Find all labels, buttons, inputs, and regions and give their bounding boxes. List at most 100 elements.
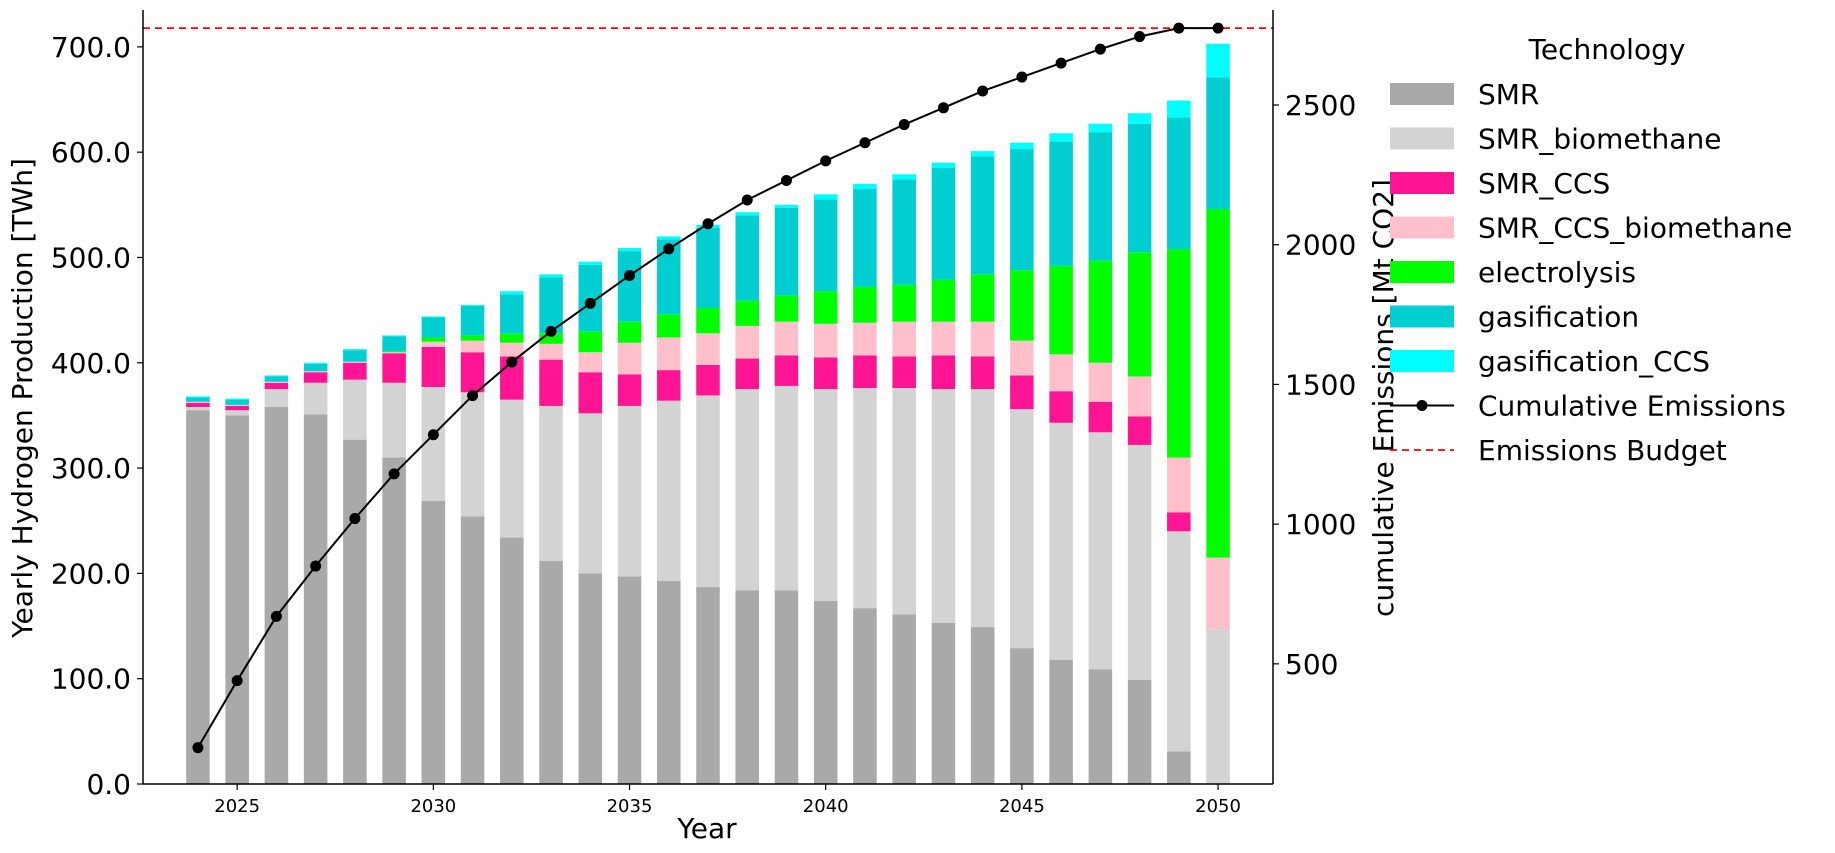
bar-gasification-ccs-2050 <box>1206 43 1230 78</box>
bar-gasification-2031 <box>460 305 485 336</box>
bar-smr-ccs-2031 <box>460 352 485 393</box>
bar-smr-2028 <box>343 439 367 784</box>
bar-electrolysis-2039 <box>774 295 799 322</box>
bar-smr-ccs-biomethane-2038 <box>735 325 760 359</box>
cumulative-emissions-point-2042 <box>898 119 910 131</box>
x-tick-label: 2030 <box>410 796 456 817</box>
y2-tick-label: 1000 <box>1285 508 1356 541</box>
x-tick-label: 2040 <box>803 796 849 817</box>
y2-tick-label: 2000 <box>1285 229 1356 262</box>
legend-swatch-smr-ccs-biomethane <box>1390 216 1454 239</box>
legend-label-smr-ccs: SMR_CCS <box>1478 167 1610 200</box>
bar-gasification-ccs-2032 <box>500 291 524 295</box>
bar-smr-2040 <box>813 600 838 784</box>
bar-gasification-2050 <box>1206 77 1230 210</box>
cumulative-emissions-point-2036 <box>663 243 675 255</box>
bar-gasification-ccs-2029 <box>382 335 406 337</box>
bar-smr-ccs-2044 <box>970 356 995 390</box>
legend-swatch-smr-biomethane <box>1390 127 1454 150</box>
bar-electrolysis-2041 <box>853 286 877 323</box>
bar-smr-2044 <box>970 627 995 784</box>
bar-smr-biomethane-2025 <box>225 410 249 416</box>
bar-gasification-2042 <box>892 179 916 285</box>
bar-smr-2049 <box>1167 751 1191 784</box>
cumulative-emissions-point-2035 <box>624 269 636 281</box>
bar-smr-ccs-biomethane-2029 <box>382 352 406 354</box>
bar-smr-biomethane-2028 <box>343 379 367 440</box>
bar-smr-biomethane-2039 <box>774 385 799 591</box>
bar-smr-ccs-2047 <box>1088 401 1113 433</box>
bar-smr-2031 <box>460 516 485 784</box>
bar-electrolysis-2049 <box>1167 249 1191 458</box>
axes <box>142 10 1274 785</box>
bar-smr-2038 <box>735 590 760 784</box>
bar-smr-2045 <box>1010 648 1034 784</box>
bar-smr-ccs-2045 <box>1010 375 1034 410</box>
bar-gasification-2040 <box>813 199 838 292</box>
bar-smr-2030 <box>421 500 446 784</box>
y-tick-label: 200.0 <box>51 557 131 590</box>
bar-smr-biomethane-2040 <box>813 389 838 601</box>
bar-gasification-ccs-2027 <box>303 362 328 364</box>
legend-swatch-smr-ccs <box>1390 172 1454 194</box>
bar-smr-ccs-biomethane-2041 <box>853 322 877 356</box>
legend-label-electrolysis: electrolysis <box>1478 256 1636 289</box>
bar-smr-ccs-2037 <box>696 364 720 396</box>
x-tick-label: 2025 <box>214 796 260 817</box>
bar-smr-ccs-biomethane-2050 <box>1206 557 1230 630</box>
bar-smr-2032 <box>500 537 524 784</box>
cumulative-emissions-point-2043 <box>937 102 949 114</box>
bar-electrolysis-2029 <box>382 351 406 353</box>
bar-smr-ccs-biomethane-2031 <box>460 340 485 353</box>
bar-smr-ccs-biomethane-2025 <box>225 404 249 406</box>
bar-gasification-2049 <box>1167 117 1191 250</box>
cumulative-emissions-point-2028 <box>349 513 361 525</box>
cumulative-emissions-point-2038 <box>741 194 753 206</box>
bar-gasification-ccs-2026 <box>264 375 289 377</box>
bar-smr-biomethane-2034 <box>578 413 603 574</box>
bar-smr-2034 <box>578 573 603 784</box>
bar-gasification-ccs-2024 <box>186 396 210 398</box>
y-tick-label: 500.0 <box>51 241 131 274</box>
legend: Technology SMR SMR_biomethane SMR_CCS SMR_C… <box>1390 33 1792 467</box>
legend-marker-cumulative-emissions <box>1416 400 1428 411</box>
bar-smr-ccs-2034 <box>578 372 603 414</box>
bar-smr-biomethane-2036 <box>656 400 681 581</box>
bar-smr-ccs-biomethane-2033 <box>539 343 563 360</box>
bar-electrolysis-2040 <box>813 291 838 324</box>
legend-label-smr-biomethane: SMR_biomethane <box>1478 123 1721 156</box>
bar-smr-2046 <box>1049 659 1073 784</box>
bar-smr-biomethane-2045 <box>1010 409 1034 649</box>
bar-gasification-2025 <box>225 399 249 405</box>
legend-swatch-gasification <box>1390 305 1454 328</box>
bar-electrolysis-2050 <box>1206 209 1230 558</box>
bar-smr-biomethane-2033 <box>539 405 563 561</box>
cumulative-emissions-point-2025 <box>231 675 243 687</box>
bar-electrolysis-2048 <box>1127 252 1152 377</box>
bar-gasification-ccs-2034 <box>578 261 603 265</box>
bar-gasification-ccs-2042 <box>892 174 916 180</box>
bar-smr-ccs-2040 <box>813 357 838 390</box>
bar-smr-biomethane-2026 <box>264 389 289 407</box>
cumulative-emissions-point-2046 <box>1055 57 1067 69</box>
bar-smr-ccs-2033 <box>539 359 563 406</box>
y-axis-label: Yearly Hydrogen Production [TWh] <box>6 158 39 639</box>
bar-gasification-2037 <box>696 227 720 309</box>
bar-smr-biomethane-2035 <box>617 405 642 577</box>
bar-smr-ccs-2029 <box>382 353 406 383</box>
cumulative-emissions-point-2049 <box>1173 22 1185 34</box>
bar-smr-biomethane-2043 <box>931 389 956 623</box>
bar-gasification-2029 <box>382 336 406 352</box>
bar-gasification-2032 <box>500 294 524 334</box>
bar-gasification-2045 <box>1010 149 1034 271</box>
bar-gasification-ccs-2046 <box>1049 133 1073 142</box>
bar-smr-biomethane-2046 <box>1049 422 1073 660</box>
bar-smr-ccs-biomethane-2024 <box>186 401 210 403</box>
tick-labels: 2025 2030 2035 2040 2045 2050 0.0 100.0 200.0 300… <box>51 31 1356 817</box>
cumulative-emissions-point-2039 <box>780 174 792 186</box>
bar-smr-biomethane-2031 <box>460 392 485 517</box>
cumulative-emissions-line <box>192 22 1224 754</box>
bar-gasification-2046 <box>1049 141 1073 266</box>
bar-smr-ccs-biomethane-2036 <box>656 337 681 371</box>
legend-label-gasification: gasification <box>1478 301 1639 334</box>
